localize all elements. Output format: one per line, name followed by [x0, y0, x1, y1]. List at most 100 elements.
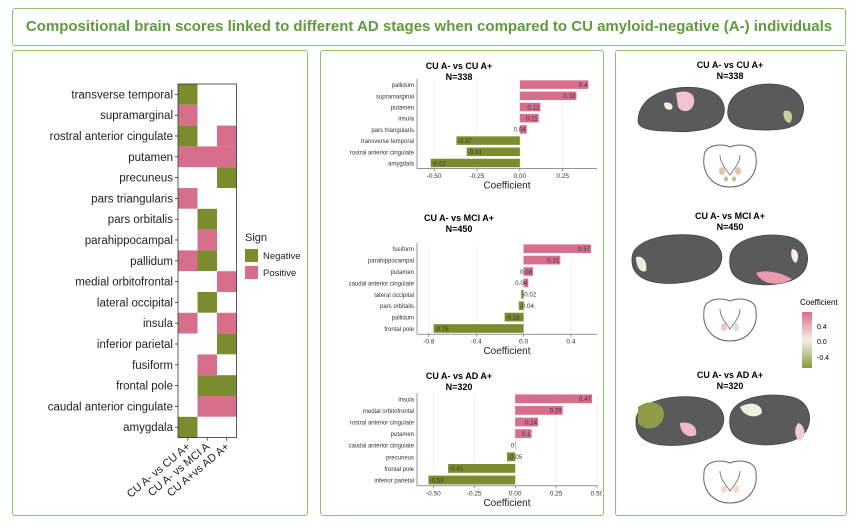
bar-x-axis-label: Coefficient	[483, 181, 530, 192]
heatmap-row-label: frontal pole	[116, 381, 173, 393]
heatmap-cell	[178, 354, 198, 376]
bar-value-label: 0.04	[515, 280, 528, 287]
bar-chart-title: CU A- vs CU A+	[426, 61, 493, 71]
heatmap-cell	[178, 375, 198, 396]
colorbar-tick: 0.0	[817, 339, 827, 346]
bar	[523, 267, 534, 276]
bar-category-label: fusiform	[393, 247, 414, 253]
bar	[523, 278, 529, 288]
bar	[448, 463, 516, 473]
bar-x-tick-label: 0.25	[550, 490, 563, 497]
bar-value-label: 0.11	[526, 116, 538, 123]
bar-chart-title: CU A- vs MCI A+	[424, 213, 494, 223]
heatmap-row-label: pallidum	[130, 256, 173, 268]
region-caudal-anterior-cingulate	[791, 249, 799, 263]
heatmap-cell	[217, 104, 237, 126]
bar-value-label: -0.37	[457, 138, 472, 145]
heatmap-cell	[217, 125, 237, 147]
bar	[523, 244, 592, 254]
legend-swatch	[245, 266, 258, 279]
bar	[519, 91, 577, 101]
legend-title: Sign	[245, 232, 267, 244]
bar-category-label: putamen	[391, 106, 414, 112]
bar-x-tick-label: -0.8	[423, 339, 435, 346]
bar-category-label: caudal anterior cingulate	[349, 281, 415, 287]
bar-category-label: pars triangularis	[371, 128, 414, 134]
heatmap-cell	[178, 333, 198, 355]
bar	[521, 289, 524, 299]
heatmap-cell	[178, 146, 198, 168]
region-transverse-temporal	[664, 102, 673, 110]
brain-map-1: CU A- vs CU A+ N=338	[637, 60, 804, 188]
heatmap-cell	[197, 354, 217, 376]
bar-value-label: -0.31	[468, 149, 483, 156]
bar-value-label: -0.04	[520, 303, 535, 310]
heatmap-cell	[178, 208, 198, 230]
brain-coronal-view	[703, 460, 757, 504]
brain-map-2: CU A- vs MCI A+ N=450	[631, 211, 808, 342]
heatmap-cell	[178, 84, 198, 105]
region-putamen-right	[733, 485, 739, 493]
bar	[504, 312, 524, 322]
bar-value-label: -0.52	[432, 160, 447, 167]
brain-map-3: CU A- vs AD A+ N=320	[635, 370, 810, 504]
heatmap-cell	[217, 84, 237, 105]
bar-category-label: rostral anterior cingulate	[350, 421, 415, 427]
bar	[433, 324, 524, 333]
region-precuneus	[740, 403, 762, 417]
heatmap-cell	[217, 188, 237, 209]
heatmap-row-label: insula	[143, 318, 174, 330]
bar-category-label: insula	[398, 117, 414, 123]
region-insula	[680, 422, 697, 437]
heatmap-row-label: precuneus	[119, 173, 173, 185]
bar	[515, 440, 516, 450]
heatmap-cell	[217, 292, 237, 313]
bar-chart-subtitle: N=338	[446, 72, 473, 82]
legend-swatch	[245, 249, 258, 262]
bar	[428, 475, 516, 485]
bar	[515, 405, 563, 415]
brain-maps: CU A- vs CU A+ N=338 CU A- vs MCI A+ N=4…	[631, 60, 838, 504]
bar-category-label: lateral occipital	[374, 293, 414, 299]
heatmap-cell	[178, 104, 198, 126]
heatmap-row-label: supramarginal	[100, 110, 173, 122]
bar-x-axis-label: Coefficient	[483, 346, 530, 357]
bar-category-label: supramarginal	[376, 94, 414, 100]
brain-coronal-view	[703, 144, 757, 188]
heatmap-row-label: pars triangularis	[91, 193, 173, 205]
region-putamen	[719, 167, 725, 175]
brain-panel-2-title: CU A- vs MCI A+	[695, 211, 765, 221]
heatmap-cell	[178, 167, 198, 188]
brain-lateral-view	[631, 234, 722, 284]
bar-x-tick-label: 0.0	[519, 339, 528, 346]
colorbar-gradient	[802, 312, 812, 368]
bar-value-label: 0.4	[579, 82, 588, 89]
bar	[518, 301, 524, 311]
heatmap-cell	[217, 271, 237, 292]
heatmap-cell	[217, 250, 237, 272]
bar-x-tick-label: -0.25	[470, 173, 485, 180]
region-lateral-occipital	[636, 256, 647, 272]
heatmap-cell	[197, 312, 217, 334]
bar-value-label: 0.1	[522, 431, 531, 438]
bar-value-label: 0.29	[550, 408, 563, 415]
bar-x-tick-label: 0.00	[514, 173, 527, 180]
heatmap-cell	[197, 125, 217, 147]
bar-value-label: -0.16	[506, 314, 521, 321]
heatmap-row-label: rostral anterior cingulate	[50, 131, 173, 143]
heatmap-cell	[178, 250, 198, 272]
heatmap-cell	[217, 333, 237, 355]
bar	[515, 429, 532, 439]
bar-category-label: rostral anterior cingulate	[350, 150, 415, 156]
heatmap-row-label: pars orbitalis	[108, 214, 173, 226]
bar-value-label: -0.76	[435, 326, 450, 333]
bar-value-label: -0.05	[508, 454, 523, 461]
bar-value-label: -0.53	[429, 477, 444, 484]
heatmap-cell	[178, 416, 198, 438]
heatmap-cell	[217, 208, 237, 230]
heatmap-cell	[197, 146, 217, 168]
brain-coronal-view	[703, 298, 757, 342]
heatmap-cell	[217, 375, 237, 396]
heatmap-cell	[197, 333, 217, 355]
heatmap-cell	[178, 125, 198, 147]
